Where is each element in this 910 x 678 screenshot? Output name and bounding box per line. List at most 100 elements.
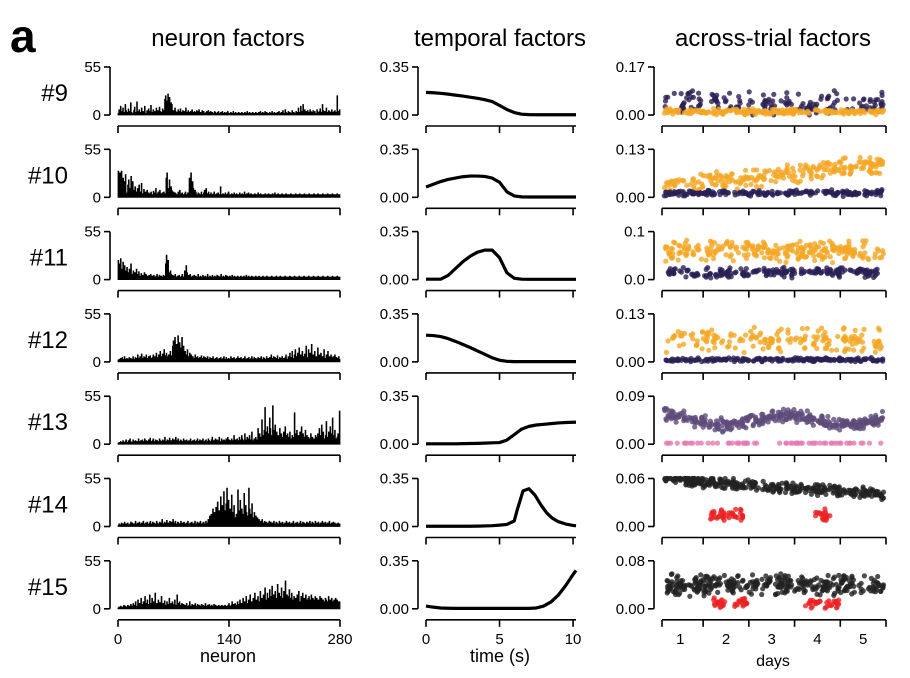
trial-point [664, 244, 670, 250]
trial-point [777, 258, 783, 264]
neuron-panel: 55 00 140 280 [84, 553, 352, 648]
panel-letter: a [10, 10, 36, 62]
trial-point [833, 109, 839, 115]
neuron-panel: 55 0 [84, 141, 341, 216]
trial-point [712, 345, 718, 351]
trial-point [790, 177, 796, 183]
trial-point [762, 192, 768, 198]
trial-point [812, 487, 818, 493]
trial-point [839, 579, 845, 586]
across-trial-xtick-label: 2 [722, 631, 730, 648]
trial-point [697, 102, 703, 108]
trial-point [733, 244, 740, 250]
neuron-panel: 55 0 [84, 59, 341, 133]
trial-point [685, 267, 691, 273]
trial-point [864, 420, 870, 426]
trial-point [695, 179, 702, 185]
temporal-ytick-label: 0.35 [380, 59, 409, 76]
trial-point [747, 98, 754, 104]
trial-point [750, 243, 756, 249]
trial-point [776, 174, 783, 180]
trial-point [880, 251, 887, 257]
temporal-ytick-label: 0.35 [380, 141, 409, 158]
trial-point [753, 586, 759, 592]
trial-point [698, 98, 704, 104]
trial-point [665, 412, 671, 419]
trial-point [811, 334, 817, 340]
trial-point [803, 242, 810, 248]
trial-point [874, 187, 881, 193]
trial-point [822, 605, 828, 611]
trial-point [869, 488, 875, 494]
trial-point [817, 592, 823, 598]
trial-point [815, 334, 821, 340]
trial-point [711, 508, 717, 515]
across-trial-panel: 0.08 0.00 1 2 3 4 5 [616, 553, 887, 648]
trial-point [826, 598, 832, 604]
trial-point [847, 440, 853, 446]
trial-point [724, 419, 730, 425]
trial-point [812, 241, 818, 247]
trial-point [860, 244, 866, 250]
trial-point [836, 572, 842, 579]
trial-point [686, 414, 692, 420]
trial-point [830, 490, 836, 496]
trial-point [675, 257, 681, 263]
trial-point [677, 590, 683, 596]
trial-point [836, 356, 842, 362]
trial-point [811, 340, 817, 346]
trial-point [760, 478, 766, 484]
across-trial-xtick-label: 3 [768, 631, 776, 648]
trial-point [836, 271, 843, 277]
trial-point [700, 109, 706, 116]
trial-point [838, 107, 845, 113]
row-label: #13 [28, 409, 68, 436]
trial-point [827, 170, 834, 176]
temporal-panel: 0.35 0.00 [380, 306, 576, 380]
trial-point [842, 256, 848, 262]
trial-point [822, 254, 828, 260]
trial-point [872, 349, 879, 355]
trial-point [783, 101, 789, 107]
across-trial-ytick-label: 0.00 [616, 601, 645, 618]
trial-point [834, 347, 840, 353]
trial-point [756, 172, 763, 179]
trial-point [746, 102, 752, 108]
trial-point [691, 184, 697, 191]
trial-point [842, 155, 848, 161]
temporal-ytick-label: 0.00 [380, 436, 409, 453]
trial-point [730, 258, 736, 264]
trial-point [680, 265, 686, 271]
trial-point [831, 574, 838, 580]
across-trial-ytick-label: 0.08 [616, 553, 645, 570]
trial-point [822, 345, 828, 351]
across-trial-panel: 0.13 0.00 [616, 306, 887, 380]
trial-point [788, 440, 794, 446]
trial-point [698, 256, 705, 262]
trial-point [824, 581, 830, 587]
trial-point [665, 578, 671, 584]
trial-point [684, 182, 690, 188]
trial-point [797, 340, 804, 346]
trial-point [806, 600, 812, 606]
trial-point [867, 155, 873, 161]
trial-point [800, 101, 806, 107]
trial-point [821, 167, 828, 173]
across-trial-ytick-label: 0.1 [624, 224, 645, 241]
trial-point [840, 193, 846, 199]
trial-point [714, 581, 720, 588]
row-label: #11 [30, 245, 68, 272]
trial-point [801, 109, 807, 115]
trial-point [677, 249, 683, 255]
trial-point [702, 190, 708, 197]
trial-point [877, 341, 883, 347]
trial-point [807, 192, 814, 198]
trial-point [690, 336, 696, 342]
trial-point [794, 241, 800, 247]
trial-point [822, 422, 829, 428]
trial-point [835, 601, 841, 607]
trial-point [809, 603, 815, 609]
trial-point [674, 440, 680, 446]
trial-point [814, 167, 820, 173]
trial-point [831, 592, 837, 599]
